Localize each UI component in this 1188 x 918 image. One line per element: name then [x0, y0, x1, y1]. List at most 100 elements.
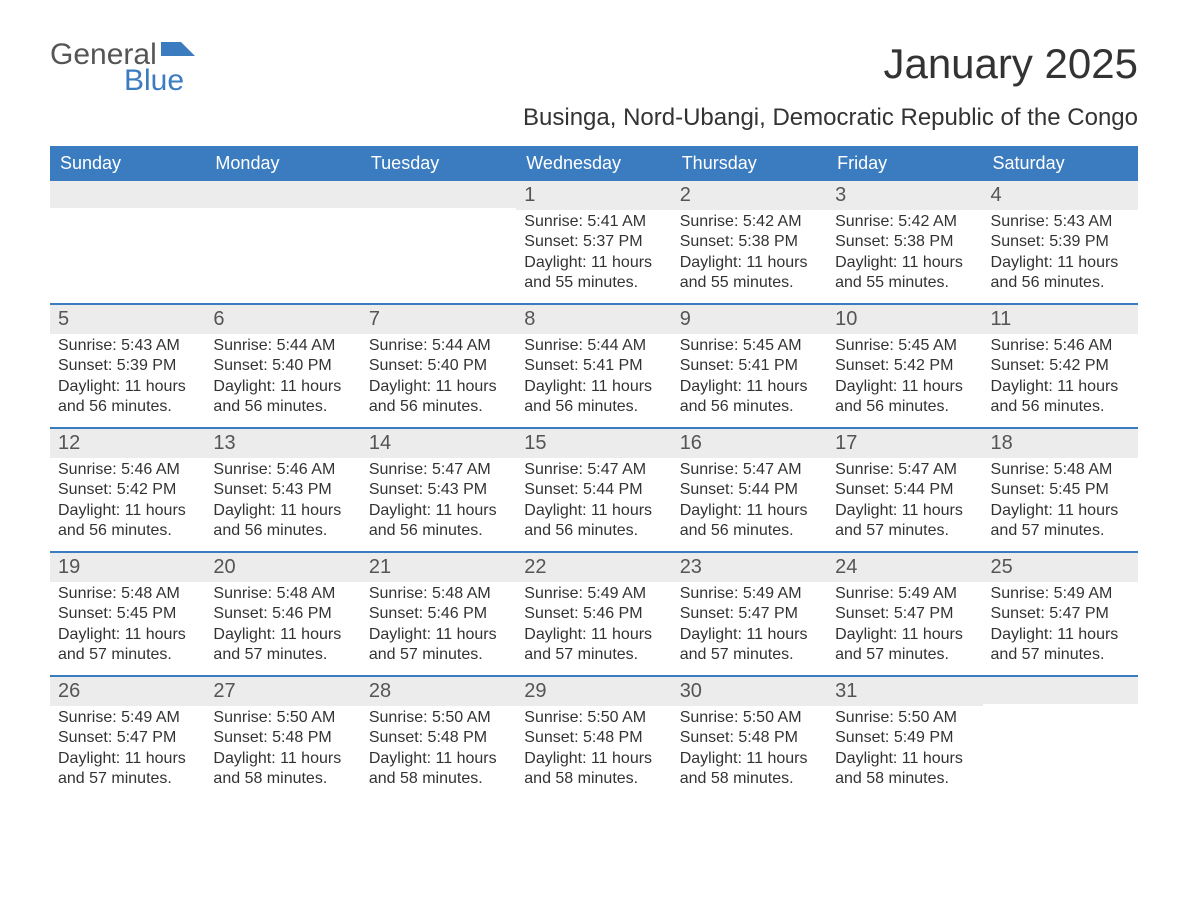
daylight-text: Daylight: 11 hours and 56 minutes. [213, 501, 352, 542]
day-cell: 13Sunrise: 5:46 AMSunset: 5:43 PMDayligh… [205, 429, 360, 551]
sunrise-text: Sunrise: 5:47 AM [524, 460, 663, 480]
logo: General Blue [50, 40, 195, 96]
sunrise-text: Sunrise: 5:50 AM [369, 708, 508, 728]
sunrise-text: Sunrise: 5:42 AM [680, 212, 819, 232]
sunset-text: Sunset: 5:40 PM [369, 356, 508, 376]
day-number [361, 181, 516, 208]
day-body: Sunrise: 5:49 AMSunset: 5:47 PMDaylight:… [672, 582, 827, 672]
sunset-text: Sunset: 5:40 PM [213, 356, 352, 376]
daylight-text: Daylight: 11 hours and 57 minutes. [58, 625, 197, 666]
day-number: 31 [827, 677, 982, 706]
day-cell: 24Sunrise: 5:49 AMSunset: 5:47 PMDayligh… [827, 553, 982, 675]
day-number: 25 [983, 553, 1138, 582]
sunrise-text: Sunrise: 5:50 AM [213, 708, 352, 728]
day-body: Sunrise: 5:47 AMSunset: 5:44 PMDaylight:… [516, 458, 671, 548]
sunrise-text: Sunrise: 5:45 AM [680, 336, 819, 356]
day-cell: 6Sunrise: 5:44 AMSunset: 5:40 PMDaylight… [205, 305, 360, 427]
day-header: Saturday [983, 146, 1138, 181]
sunset-text: Sunset: 5:47 PM [680, 604, 819, 624]
sunrise-text: Sunrise: 5:47 AM [369, 460, 508, 480]
daylight-text: Daylight: 11 hours and 56 minutes. [58, 501, 197, 542]
day-number: 2 [672, 181, 827, 210]
day-cell: 28Sunrise: 5:50 AMSunset: 5:48 PMDayligh… [361, 677, 516, 799]
page-header: General Blue January 2025 [50, 40, 1138, 96]
daylight-text: Daylight: 11 hours and 56 minutes. [369, 377, 508, 418]
sunset-text: Sunset: 5:47 PM [991, 604, 1130, 624]
sunset-text: Sunset: 5:48 PM [524, 728, 663, 748]
day-body: Sunrise: 5:50 AMSunset: 5:48 PMDaylight:… [205, 706, 360, 796]
daylight-text: Daylight: 11 hours and 57 minutes. [991, 501, 1130, 542]
day-body: Sunrise: 5:47 AMSunset: 5:44 PMDaylight:… [827, 458, 982, 548]
sunrise-text: Sunrise: 5:43 AM [58, 336, 197, 356]
day-number: 19 [50, 553, 205, 582]
day-cell: 30Sunrise: 5:50 AMSunset: 5:48 PMDayligh… [672, 677, 827, 799]
day-number: 13 [205, 429, 360, 458]
day-cell: 17Sunrise: 5:47 AMSunset: 5:44 PMDayligh… [827, 429, 982, 551]
day-number: 17 [827, 429, 982, 458]
day-body: Sunrise: 5:41 AMSunset: 5:37 PMDaylight:… [516, 210, 671, 300]
sunrise-text: Sunrise: 5:49 AM [524, 584, 663, 604]
day-cell: 7Sunrise: 5:44 AMSunset: 5:40 PMDaylight… [361, 305, 516, 427]
day-body: Sunrise: 5:42 AMSunset: 5:38 PMDaylight:… [827, 210, 982, 300]
day-cell: 20Sunrise: 5:48 AMSunset: 5:46 PMDayligh… [205, 553, 360, 675]
day-body: Sunrise: 5:42 AMSunset: 5:38 PMDaylight:… [672, 210, 827, 300]
day-body: Sunrise: 5:49 AMSunset: 5:46 PMDaylight:… [516, 582, 671, 672]
day-cell: 18Sunrise: 5:48 AMSunset: 5:45 PMDayligh… [983, 429, 1138, 551]
day-body: Sunrise: 5:49 AMSunset: 5:47 PMDaylight:… [50, 706, 205, 796]
day-number: 16 [672, 429, 827, 458]
day-cell [983, 677, 1138, 799]
daylight-text: Daylight: 11 hours and 56 minutes. [991, 377, 1130, 418]
sunset-text: Sunset: 5:43 PM [213, 480, 352, 500]
daylight-text: Daylight: 11 hours and 57 minutes. [835, 501, 974, 542]
day-body: Sunrise: 5:49 AMSunset: 5:47 PMDaylight:… [983, 582, 1138, 672]
daylight-text: Daylight: 11 hours and 55 minutes. [680, 253, 819, 294]
daylight-text: Daylight: 11 hours and 57 minutes. [524, 625, 663, 666]
page-title: January 2025 [883, 40, 1138, 88]
day-number: 23 [672, 553, 827, 582]
sunrise-text: Sunrise: 5:50 AM [680, 708, 819, 728]
day-body: Sunrise: 5:45 AMSunset: 5:41 PMDaylight:… [672, 334, 827, 424]
sunset-text: Sunset: 5:41 PM [524, 356, 663, 376]
day-header-row: Sunday Monday Tuesday Wednesday Thursday… [50, 146, 1138, 181]
daylight-text: Daylight: 11 hours and 58 minutes. [680, 749, 819, 790]
day-number: 24 [827, 553, 982, 582]
daylight-text: Daylight: 11 hours and 56 minutes. [524, 501, 663, 542]
sunrise-text: Sunrise: 5:45 AM [835, 336, 974, 356]
day-number: 14 [361, 429, 516, 458]
sunset-text: Sunset: 5:48 PM [369, 728, 508, 748]
sunset-text: Sunset: 5:42 PM [835, 356, 974, 376]
day-header: Monday [205, 146, 360, 181]
day-number: 18 [983, 429, 1138, 458]
day-cell: 26Sunrise: 5:49 AMSunset: 5:47 PMDayligh… [50, 677, 205, 799]
daylight-text: Daylight: 11 hours and 57 minutes. [680, 625, 819, 666]
week-row: 26Sunrise: 5:49 AMSunset: 5:47 PMDayligh… [50, 675, 1138, 799]
day-cell: 31Sunrise: 5:50 AMSunset: 5:49 PMDayligh… [827, 677, 982, 799]
day-number: 10 [827, 305, 982, 334]
day-header: Thursday [672, 146, 827, 181]
sunset-text: Sunset: 5:39 PM [991, 232, 1130, 252]
day-cell [50, 181, 205, 303]
sunset-text: Sunset: 5:48 PM [680, 728, 819, 748]
day-number: 28 [361, 677, 516, 706]
calendar: Sunday Monday Tuesday Wednesday Thursday… [50, 146, 1138, 799]
day-body [983, 704, 1138, 712]
daylight-text: Daylight: 11 hours and 58 minutes. [213, 749, 352, 790]
day-body: Sunrise: 5:43 AMSunset: 5:39 PMDaylight:… [50, 334, 205, 424]
day-body: Sunrise: 5:48 AMSunset: 5:45 PMDaylight:… [983, 458, 1138, 548]
day-body: Sunrise: 5:50 AMSunset: 5:48 PMDaylight:… [361, 706, 516, 796]
day-number: 6 [205, 305, 360, 334]
day-body: Sunrise: 5:43 AMSunset: 5:39 PMDaylight:… [983, 210, 1138, 300]
daylight-text: Daylight: 11 hours and 57 minutes. [213, 625, 352, 666]
day-body: Sunrise: 5:44 AMSunset: 5:40 PMDaylight:… [361, 334, 516, 424]
day-cell: 1Sunrise: 5:41 AMSunset: 5:37 PMDaylight… [516, 181, 671, 303]
day-number: 30 [672, 677, 827, 706]
day-cell: 25Sunrise: 5:49 AMSunset: 5:47 PMDayligh… [983, 553, 1138, 675]
day-body: Sunrise: 5:48 AMSunset: 5:45 PMDaylight:… [50, 582, 205, 672]
sunrise-text: Sunrise: 5:50 AM [524, 708, 663, 728]
daylight-text: Daylight: 11 hours and 56 minutes. [58, 377, 197, 418]
sunset-text: Sunset: 5:42 PM [991, 356, 1130, 376]
weeks-container: 1Sunrise: 5:41 AMSunset: 5:37 PMDaylight… [50, 181, 1138, 799]
daylight-text: Daylight: 11 hours and 56 minutes. [369, 501, 508, 542]
day-cell: 14Sunrise: 5:47 AMSunset: 5:43 PMDayligh… [361, 429, 516, 551]
day-cell: 12Sunrise: 5:46 AMSunset: 5:42 PMDayligh… [50, 429, 205, 551]
